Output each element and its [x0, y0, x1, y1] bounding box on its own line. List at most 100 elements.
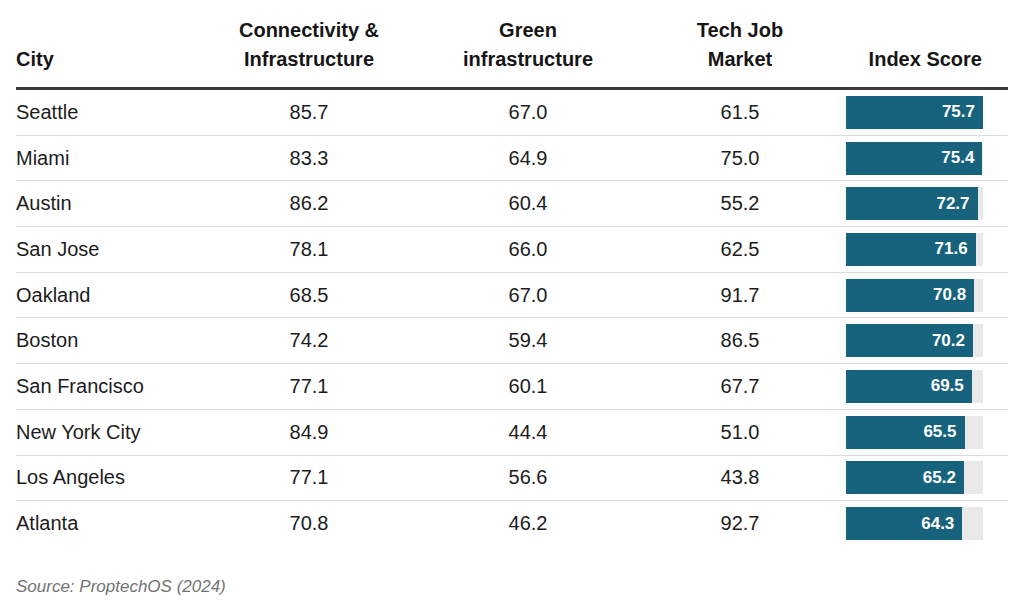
- tech-job-market-cell: 43.8: [640, 455, 840, 501]
- green-infrastructure-cell: 66.0: [416, 227, 640, 273]
- connectivity-cell: 77.1: [202, 455, 416, 501]
- index-score-cell: 72.7: [840, 181, 1008, 227]
- tech-job-market-cell: 75.0: [640, 135, 840, 181]
- source-note: Source: ProptechOS (2024): [16, 577, 1008, 597]
- index-score-value: 65.5: [923, 422, 956, 442]
- index-score-bar-track: 75.7: [846, 96, 983, 129]
- green-infrastructure-cell: 56.6: [416, 455, 640, 501]
- tech-job-market-cell: 62.5: [640, 227, 840, 273]
- index-score-bar-track: 69.5: [846, 370, 983, 403]
- index-score-bar-track: 75.4: [846, 142, 983, 175]
- city-cell: Austin: [16, 181, 202, 227]
- connectivity-cell: 78.1: [202, 227, 416, 273]
- connectivity-cell: 68.5: [202, 272, 416, 318]
- city-cell: Atlanta: [16, 501, 202, 546]
- index-score-value: 71.6: [935, 239, 968, 259]
- index-score-bar: 70.2: [846, 324, 973, 357]
- table-row: Seattle85.767.061.5 75.7: [16, 89, 1008, 136]
- index-score-cell: 64.3: [840, 501, 1008, 546]
- tech-job-market-cell: 91.7: [640, 272, 840, 318]
- green-infrastructure-cell: 67.0: [416, 89, 640, 136]
- city-cell: Boston: [16, 318, 202, 364]
- index-score-cell: 75.7: [840, 89, 1008, 136]
- tech-job-market-cell: 86.5: [640, 318, 840, 364]
- table-row: Miami83.364.975.0 75.4: [16, 135, 1008, 181]
- index-score-value: 64.3: [921, 514, 954, 534]
- index-score-cell: 70.8: [840, 272, 1008, 318]
- tech-job-market-cell: 67.7: [640, 364, 840, 410]
- index-score-value: 65.2: [923, 468, 956, 488]
- index-score-bar-track: 70.2: [846, 324, 983, 357]
- connectivity-cell: 77.1: [202, 364, 416, 410]
- index-score-bar-track: 72.7: [846, 187, 983, 220]
- index-score-bar-track: 70.8: [846, 279, 983, 312]
- green-infrastructure-cell: 44.4: [416, 409, 640, 455]
- connectivity-cell: 74.2: [202, 318, 416, 364]
- index-score-value: 69.5: [931, 376, 964, 396]
- column-header-tech-job: Tech Job Market: [640, 0, 840, 89]
- index-score-cell: 75.4: [840, 135, 1008, 181]
- table-row: Austin86.260.455.2 72.7: [16, 181, 1008, 227]
- tech-job-market-cell: 61.5: [640, 89, 840, 136]
- table-row: Boston74.259.486.5 70.2: [16, 318, 1008, 364]
- index-score-bar-track: 71.6: [846, 233, 983, 266]
- connectivity-cell: 85.7: [202, 89, 416, 136]
- table-container: City Connectivity & Infrastructure Green…: [0, 0, 1024, 597]
- column-header-city: City: [16, 0, 202, 89]
- index-score-bar: 75.7: [846, 96, 983, 129]
- city-cell: Los Angeles: [16, 455, 202, 501]
- table-row: San Francisco77.160.167.7 69.5: [16, 364, 1008, 410]
- index-score-bar: 64.3: [846, 507, 962, 540]
- tech-job-market-cell: 92.7: [640, 501, 840, 546]
- index-score-cell: 71.6: [840, 227, 1008, 273]
- table-row: San Jose78.166.062.5 71.6: [16, 227, 1008, 273]
- city-cell: Miami: [16, 135, 202, 181]
- green-infrastructure-cell: 67.0: [416, 272, 640, 318]
- table-row: Atlanta70.846.292.7 64.3: [16, 501, 1008, 546]
- index-score-value: 72.7: [936, 194, 969, 214]
- column-header-green: Green infrastructure: [416, 0, 640, 89]
- index-score-value: 70.2: [932, 331, 965, 351]
- index-score-bar: 72.7: [846, 187, 978, 220]
- table-row: New York City84.944.451.0 65.5: [16, 409, 1008, 455]
- table-body: Seattle85.767.061.575.7Miami83.364.975.0…: [16, 89, 1008, 546]
- green-infrastructure-cell: 60.4: [416, 181, 640, 227]
- index-score-bar: 65.2: [846, 461, 964, 494]
- index-score-bar-track: 65.5: [846, 416, 983, 449]
- index-score-value: 70.8: [933, 285, 966, 305]
- green-infrastructure-cell: 46.2: [416, 501, 640, 546]
- connectivity-cell: 70.8: [202, 501, 416, 546]
- city-index-table: City Connectivity & Infrastructure Green…: [16, 0, 1008, 546]
- column-header-connectivity: Connectivity & Infrastructure: [202, 0, 416, 89]
- city-cell: Oakland: [16, 272, 202, 318]
- green-infrastructure-cell: 64.9: [416, 135, 640, 181]
- connectivity-cell: 84.9: [202, 409, 416, 455]
- index-score-bar: 71.6: [846, 233, 976, 266]
- connectivity-cell: 83.3: [202, 135, 416, 181]
- city-cell: Seattle: [16, 89, 202, 136]
- city-cell: San Jose: [16, 227, 202, 273]
- index-score-cell: 69.5: [840, 364, 1008, 410]
- index-score-value: 75.7: [942, 102, 975, 122]
- index-score-bar-track: 64.3: [846, 507, 983, 540]
- index-score-bar: 65.5: [846, 416, 965, 449]
- green-infrastructure-cell: 59.4: [416, 318, 640, 364]
- index-score-cell: 65.5: [840, 409, 1008, 455]
- tech-job-market-cell: 51.0: [640, 409, 840, 455]
- city-cell: San Francisco: [16, 364, 202, 410]
- index-score-bar: 75.4: [846, 142, 982, 175]
- table-row: Los Angeles77.156.643.8 65.2: [16, 455, 1008, 501]
- table-row: Oakland68.567.091.7 70.8: [16, 272, 1008, 318]
- tech-job-market-cell: 55.2: [640, 181, 840, 227]
- city-cell: New York City: [16, 409, 202, 455]
- connectivity-cell: 86.2: [202, 181, 416, 227]
- index-score-bar: 70.8: [846, 279, 974, 312]
- index-score-bar-track: 65.2: [846, 461, 983, 494]
- index-score-cell: 65.2: [840, 455, 1008, 501]
- green-infrastructure-cell: 60.1: [416, 364, 640, 410]
- table-header: City Connectivity & Infrastructure Green…: [16, 0, 1008, 89]
- index-score-cell: 70.2: [840, 318, 1008, 364]
- index-score-value: 75.4: [941, 148, 974, 168]
- index-score-bar: 69.5: [846, 370, 972, 403]
- column-header-index-score: Index Score: [840, 0, 1008, 89]
